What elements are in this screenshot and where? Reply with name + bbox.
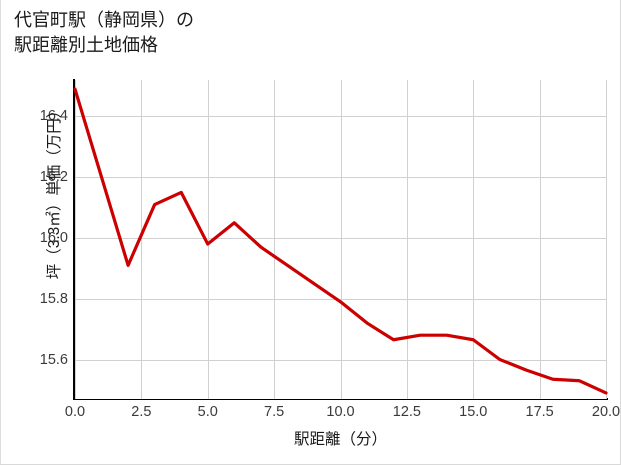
x-tick-label: 7.5: [264, 404, 285, 420]
x-tick-label: 20.0: [591, 404, 621, 420]
gridline-horizontal: [75, 116, 606, 118]
gridline-horizontal: [75, 237, 606, 239]
series-polyline: [73, 87, 608, 395]
gridline-vertical: [274, 80, 276, 399]
x-tick-label: 17.5: [525, 404, 554, 420]
x-tick-label: 0.0: [64, 404, 86, 420]
gridline-horizontal: [75, 359, 606, 361]
x-axis-spine: [73, 398, 608, 401]
x-tick-label: 5.0: [197, 404, 218, 420]
y-tick-label: 16.4: [39, 108, 68, 125]
gridline-vertical: [406, 80, 408, 399]
gridline-vertical: [75, 80, 76, 399]
gridline-horizontal: [75, 298, 606, 300]
gridline-vertical: [606, 80, 607, 399]
y-tick-label: 16.2: [39, 169, 68, 186]
gridline-vertical: [473, 80, 475, 399]
gridline-vertical: [340, 80, 342, 399]
x-tick-label: 2.5: [131, 404, 152, 420]
plot-area: [73, 80, 608, 399]
line-series: [73, 87, 608, 395]
y-axis-spine: [73, 79, 76, 400]
y-axis-tick-labels: 16.4 16.2 16.0 15.8 15.6: [1, 0, 68, 464]
gridline-vertical: [539, 80, 541, 399]
y-axis-title: 坪（3.3㎡）単価（万円）: [46, 102, 63, 280]
page-title: 代官町駅（静岡県）の 駅距離別土地価格: [14, 10, 194, 55]
y-tick-label: 16.0: [39, 229, 68, 246]
y-tick-label: 15.6: [39, 351, 68, 368]
x-axis-title: 駅距離（分）: [293, 431, 387, 448]
x-tick-label: 10.0: [326, 404, 355, 420]
x-tick-label: 12.5: [392, 404, 421, 420]
x-tick-label: 15.0: [459, 404, 488, 420]
gridline-vertical: [141, 80, 143, 399]
gridline-vertical: [207, 80, 209, 399]
y-tick-label: 15.8: [39, 290, 68, 307]
gridline-horizontal: [75, 177, 606, 179]
